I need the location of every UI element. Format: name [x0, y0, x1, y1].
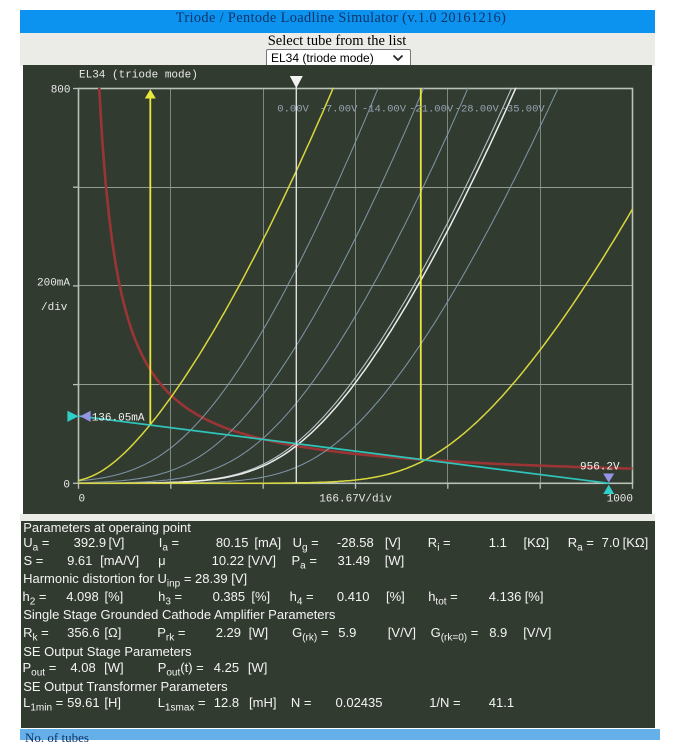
- svg-text:0: 0: [63, 480, 70, 492]
- svg-text:956.2V: 956.2V: [580, 461, 620, 473]
- svg-text:-14.00V: -14.00V: [362, 104, 407, 116]
- svg-text:166.67V/div: 166.67V/div: [319, 494, 392, 506]
- svg-text:0.00V: 0.00V: [277, 104, 309, 116]
- svg-text:1000: 1000: [607, 494, 633, 506]
- svg-text:/div: /div: [41, 302, 68, 314]
- svg-text:-21.00V: -21.00V: [409, 104, 454, 116]
- svg-text:800: 800: [51, 84, 71, 96]
- svg-text:-35.00V: -35.00V: [501, 104, 546, 116]
- svg-text:200mA: 200mA: [37, 278, 70, 290]
- svg-text:0: 0: [79, 494, 86, 506]
- svg-text:EL34 (triode mode): EL34 (triode mode): [79, 70, 198, 82]
- svg-text:-28.00V: -28.00V: [455, 104, 500, 116]
- svg-text:-7.00V: -7.00V: [320, 104, 359, 116]
- svg-text:136.05mA: 136.05mA: [92, 412, 145, 424]
